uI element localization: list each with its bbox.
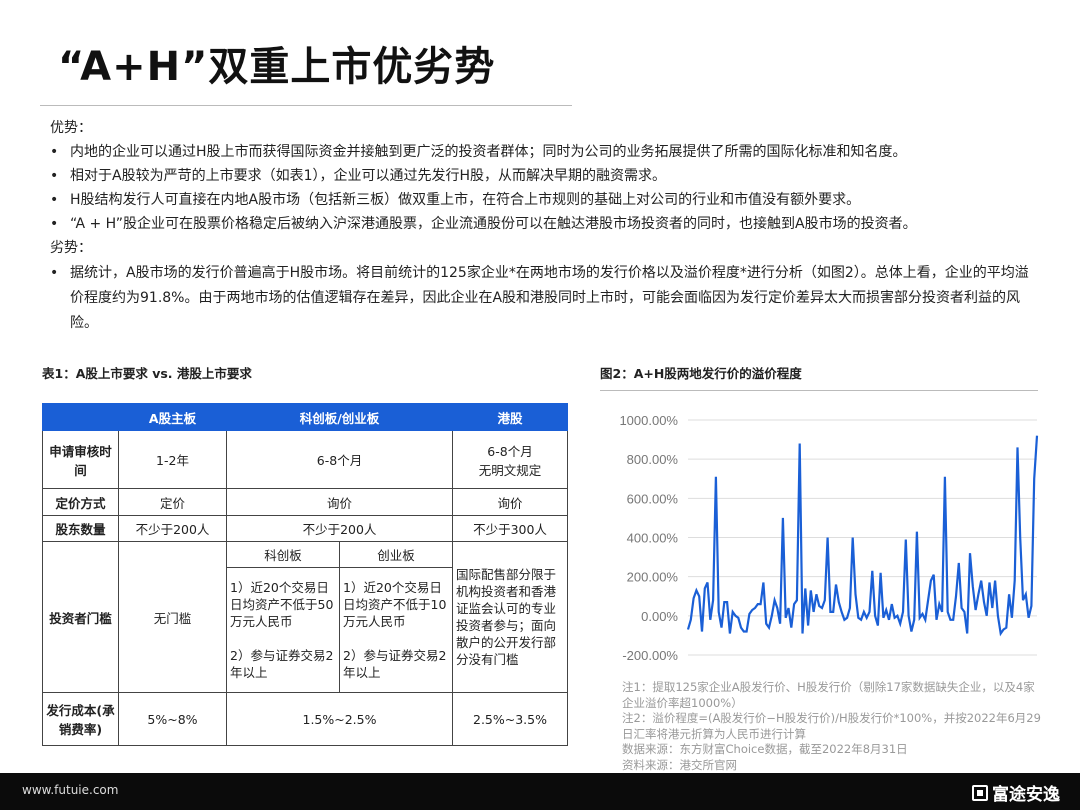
table-cell: 询价 <box>452 488 568 516</box>
logo-text: 富途安逸 <box>992 785 1060 805</box>
note: 注2：溢价程度=(A股发行价−H股发行价)/H股发行价*100%，并按2022年… <box>622 711 1041 741</box>
table-cell: 不少于200人 <box>118 515 227 542</box>
table-cell: 1-2年 <box>118 430 227 489</box>
advantages-heading: 优势： <box>50 120 92 136</box>
disadvantages-heading: 劣势： <box>50 240 92 256</box>
brand-logo: 富途安逸 <box>972 780 1060 805</box>
note: 资料来源：港交所官网 <box>622 757 737 772</box>
table-cell: 1）近20个交易日日均资产不低于10万元人民币 2）参与证券交易2年以上 <box>339 567 453 693</box>
y-tick-label: 200.00% <box>627 570 679 585</box>
sub-header-cell: 科创板 <box>226 541 340 568</box>
premium-line-chart: 1000.00% 800.00% 600.00% 400.00% 200.00% 0.00… <box>619 413 1039 663</box>
cell-line: 1）近20个交易日日均资产不低于50万元人民币 <box>230 580 334 629</box>
table-cell: 6-8个月 <box>226 430 453 489</box>
table-caption: 表1：A股上市要求 vs. 港股上市要求 <box>42 366 252 381</box>
y-tick-label: -200.00% <box>622 648 678 663</box>
cell-line: 无明文规定 <box>478 462 542 478</box>
table-cell: 5%~8% <box>118 692 227 746</box>
cell-line: 6-8个月 <box>487 443 533 459</box>
table-cell: 国际配售部分限于机构投资者和香港证监会认可的专业投资者参与；面向散户的公开发行部… <box>452 541 568 693</box>
footer-url[interactable]: www.futuie.com <box>22 783 119 797</box>
text-body: 优势： 内地的企业可以通过H股上市而获得国际资金并接触到更广泛的投资者群体；同时… <box>50 116 1040 336</box>
note: 注1：提取125家企业A股发行价、H股发行价（剔除17家数据缺失企业，以及4家企… <box>622 680 1035 710</box>
row-header: 定价方式 <box>42 488 119 516</box>
row-header: 发行成本(承销费率) <box>42 692 119 746</box>
row-header: 投资者门槛 <box>42 541 119 693</box>
table-row: 投资者门槛 无门槛 科创板 创业板 国际配售部分限于机构投资者和香港证监会认可的… <box>42 541 568 693</box>
table-cell: 不少于200人 <box>226 515 453 542</box>
header-cell: A股主板 <box>118 403 227 431</box>
table-row: 发行成本(承销费率) 5%~8% 1.5%~2.5% 2.5%~3.5% <box>42 692 568 746</box>
logo-icon <box>972 784 988 801</box>
table-cell: 无门槛 <box>118 541 227 693</box>
title-divider <box>40 105 572 106</box>
y-tick-label: 0.00% <box>641 609 678 624</box>
table-header-row: A股主板 科创板/创业板 港股 <box>42 403 568 431</box>
cell-line: 1）近20个交易日日均资产不低于10万元人民币 <box>343 580 447 629</box>
table-row: 股东数量 不少于200人 不少于200人 不少于300人 <box>42 515 568 542</box>
table-cell: 定价 <box>118 488 227 516</box>
list-item: 内地的企业可以通过H股上市而获得国际资金并接触到更广泛的投资者群体；同时为公司的… <box>50 140 1040 164</box>
y-tick-label: 1000.00% <box>619 413 678 428</box>
page-title: “A+H”双重上市优劣势 <box>58 44 496 90</box>
chart-divider <box>600 390 1038 391</box>
table-row: 定价方式 定价 询价 询价 <box>42 488 568 516</box>
list-item: “A + H”股企业可在股票价格稳定后被纳入沪深港通股票，企业流通股份可以在触达… <box>50 212 1040 236</box>
y-tick-label: 600.00% <box>627 491 679 506</box>
table-row: 1）近20个交易日日均资产不低于50万元人民币 2）参与证券交易2年以上 1）近2… <box>43 567 568 693</box>
table-cell: 1.5%~2.5% <box>226 692 453 746</box>
note: 数据来源：东方财富Choice数据，截至2022年8月31日 <box>622 742 908 756</box>
premium-series-line <box>686 435 1039 637</box>
chart-notes: 注1：提取125家企业A股发行价、H股发行价（剔除17家数据缺失企业，以及4家企… <box>622 680 1042 773</box>
table-cell: 6-8个月无明文规定 <box>452 430 568 489</box>
cell-line: 2）参与证券交易2年以上 <box>230 648 334 680</box>
table-cell: 1）近20个交易日日均资产不低于50万元人民币 2）参与证券交易2年以上 <box>226 567 340 693</box>
y-tick-label: 400.00% <box>627 531 679 546</box>
list-item: 据统计，A股市场的发行价普遍高于H股市场。将目前统计的125家企业*在两地市场的… <box>50 260 1040 336</box>
footer: www.futuie.com 富途安逸 <box>0 773 1080 810</box>
row-header: 申请审核时间 <box>42 430 119 489</box>
list-item: H股结构发行人可直接在内地A股市场（包括新三板）做双重上市，在符合上市规则的基础… <box>50 188 1040 212</box>
header-cell <box>42 403 119 431</box>
chart-title: 图2：A+H股两地发行价的溢价程度 <box>600 366 802 381</box>
cell-line: 2）参与证券交易2年以上 <box>343 648 447 680</box>
table-cell: 询价 <box>226 488 453 516</box>
header-cell: 科创板/创业板 <box>226 403 453 431</box>
listing-requirements-table: A股主板 科创板/创业板 港股 申请审核时间 1-2年 6-8个月 6-8个月无… <box>42 403 568 746</box>
y-tick-label: 800.00% <box>627 452 679 467</box>
table-cell: 不少于300人 <box>452 515 568 542</box>
table-cell: 2.5%~3.5% <box>452 692 568 746</box>
sub-header-cell: 创业板 <box>339 541 453 568</box>
header-cell: 港股 <box>452 403 568 431</box>
table-row: 申请审核时间 1-2年 6-8个月 6-8个月无明文规定 <box>42 430 568 489</box>
list-item: 相对于A股较为严苛的上市要求（如表1），企业可以通过先发行H股，从而解决早期的融… <box>50 164 1040 188</box>
row-header: 股东数量 <box>42 515 119 542</box>
